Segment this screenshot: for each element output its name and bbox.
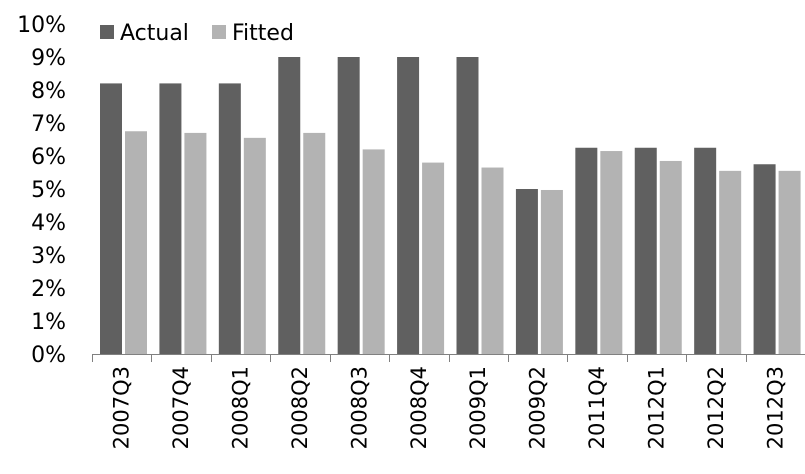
y-tick-label: 6% xyxy=(31,145,66,170)
x-tick-label: 2009Q1 xyxy=(466,366,490,449)
legend: Actual Fitted xyxy=(100,21,294,46)
x-tick-label: 2012Q1 xyxy=(644,366,668,449)
bar-actual-2009q1 xyxy=(456,57,479,354)
x-tick-label: 2011Q4 xyxy=(585,366,609,449)
y-tick-label: 9% xyxy=(31,46,66,71)
bar-actual-2012q1 xyxy=(634,147,657,354)
x-tick-label: 2009Q2 xyxy=(526,366,550,449)
bar-fitted-2009q1 xyxy=(481,167,504,354)
legend-label-fitted: Fitted xyxy=(232,21,294,46)
bar-fitted-2008q3 xyxy=(362,149,385,354)
x-tick-label: 2012Q2 xyxy=(704,366,728,449)
bar-actual-2007q3 xyxy=(100,83,122,355)
bar-fitted-2012q2 xyxy=(719,170,742,354)
bar-fitted-2008q4 xyxy=(422,162,445,354)
y-tick-label: 4% xyxy=(31,211,66,236)
y-tick-label: 10% xyxy=(17,13,66,38)
bar-fitted-2007q4 xyxy=(184,132,207,354)
legend-swatch-fitted xyxy=(212,25,226,39)
bar-fitted-2008q2 xyxy=(303,132,326,354)
y-tick-label: 2% xyxy=(31,277,66,302)
x-tick-label: 2008Q3 xyxy=(347,366,371,449)
y-tick-label: 0% xyxy=(31,343,66,368)
y-tick-label: 3% xyxy=(31,244,66,269)
y-tick-label: 8% xyxy=(31,79,66,104)
y-tick-label: 7% xyxy=(31,112,66,137)
bar-actual-2012q2 xyxy=(694,147,717,354)
bar-actual-2012q3 xyxy=(753,164,776,354)
x-tick-label: 2007Q3 xyxy=(110,366,134,449)
y-tick-label: 5% xyxy=(31,178,66,203)
bar-actual-2008q1 xyxy=(218,83,241,355)
x-tick-label: 2008Q1 xyxy=(229,366,253,449)
bar-actual-2008q4 xyxy=(397,57,420,354)
legend-label-actual: Actual xyxy=(120,21,189,46)
bar-fitted-2009q2 xyxy=(540,189,563,354)
bar-actual-2008q3 xyxy=(337,57,360,354)
bar-fitted-2011q4 xyxy=(600,151,623,354)
x-axis: 2007Q3 2007Q4 2008Q1 2008Q2 2008Q3 2008Q4 2009… xyxy=(92,354,805,449)
x-tick-label: 2012Q3 xyxy=(763,366,787,449)
x-tick-label: 2008Q4 xyxy=(407,366,431,449)
bars xyxy=(100,57,801,355)
x-tick-label: 2007Q4 xyxy=(169,366,193,449)
bar-actual-2011q4 xyxy=(575,147,598,354)
y-tick-label: 1% xyxy=(31,310,66,335)
bar-fitted-2012q3 xyxy=(778,170,801,354)
legend-swatch-actual xyxy=(100,25,114,39)
bar-actual-2007q4 xyxy=(159,83,182,355)
y-axis: 0% 1% 2% 3% 4% 5% 6% 7% 8% 9% 10% xyxy=(17,13,66,368)
bar-fitted-2012q1 xyxy=(659,160,682,354)
bar-fitted-2008q1 xyxy=(243,137,266,354)
bar-actual-2009q2 xyxy=(515,189,538,354)
x-tick-label: 2008Q2 xyxy=(288,366,312,449)
bar-fitted-2007q3 xyxy=(125,131,147,354)
bar-actual-2008q2 xyxy=(278,57,301,354)
